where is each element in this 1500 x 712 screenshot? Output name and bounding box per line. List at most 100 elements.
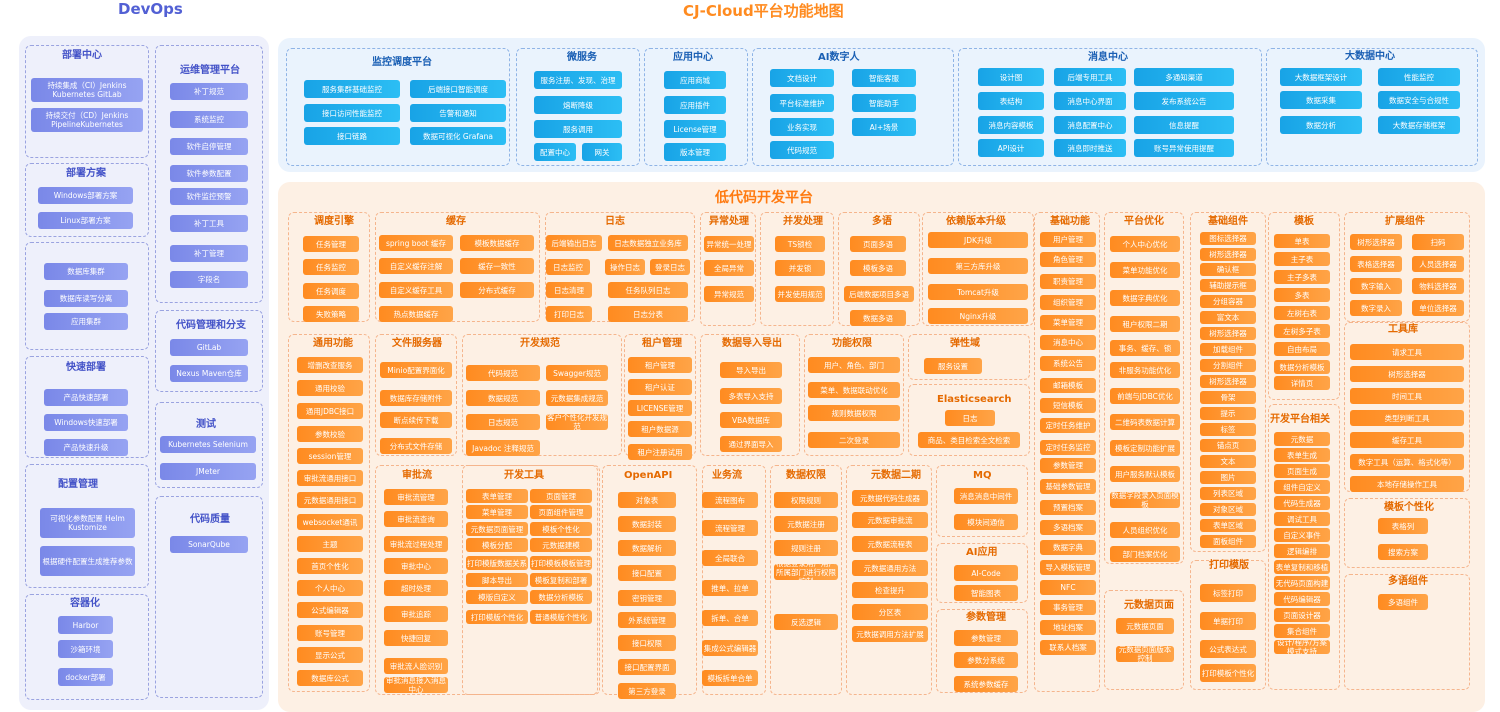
- lc-item[interactable]: 单表: [1274, 234, 1330, 248]
- lc-item[interactable]: 定时任务维护: [1040, 418, 1096, 433]
- lc-item[interactable]: 智能图表: [954, 585, 1018, 601]
- lc-item[interactable]: session管理: [297, 448, 363, 464]
- devops-item[interactable]: 补丁工具: [170, 215, 248, 232]
- lc-item[interactable]: 数字工具（运算、格式化等）: [1350, 454, 1464, 470]
- lc-item[interactable]: 推单、拉单: [702, 580, 758, 596]
- lc-item[interactable]: 设计/程序/方案模式支持: [1274, 640, 1330, 654]
- lc-item[interactable]: 全局异常: [704, 260, 754, 276]
- lc-item[interactable]: 消息中心: [1040, 335, 1096, 350]
- lc-item[interactable]: 增删改查服务: [297, 357, 363, 373]
- lc-item[interactable]: 多语档案: [1040, 520, 1096, 535]
- lc-item[interactable]: 热点数据缓存: [379, 306, 453, 322]
- lc-item[interactable]: 任务调度: [303, 283, 359, 299]
- lc-item[interactable]: 数据库存储附件: [380, 390, 452, 406]
- devops-item[interactable]: 产品快速升级: [44, 439, 128, 456]
- lc-item[interactable]: 缓存一致性: [460, 258, 534, 274]
- lc-item[interactable]: 后端数据项目多语: [844, 286, 914, 302]
- lc-item[interactable]: Swagger规范: [546, 365, 608, 381]
- lc-item[interactable]: 审批流过程处理: [384, 536, 448, 552]
- lc-item[interactable]: 系统参数缓存: [954, 676, 1018, 692]
- lc-item[interactable]: websocket通讯: [297, 514, 363, 530]
- lc-item[interactable]: 分布式缓存: [460, 282, 534, 298]
- devops-item[interactable]: 字段名: [170, 271, 248, 288]
- top-item[interactable]: 账号异常使用提醒: [1134, 139, 1234, 157]
- lc-item[interactable]: 分区表: [852, 604, 928, 620]
- lc-item[interactable]: 模板个性化: [530, 522, 592, 536]
- top-item[interactable]: 文档设计: [770, 69, 834, 87]
- devops-item[interactable]: 根据硬件配置生成推荐参数: [40, 546, 135, 576]
- lc-item[interactable]: 用户、角色、部门: [808, 357, 900, 373]
- lc-item[interactable]: 审批追踪: [384, 606, 448, 622]
- lc-item[interactable]: 数据多语: [850, 310, 906, 326]
- lc-item[interactable]: 日志: [945, 410, 995, 426]
- lc-item[interactable]: 请求工具: [1350, 344, 1464, 360]
- lc-item[interactable]: 表单管理: [466, 489, 528, 503]
- lc-item[interactable]: 元数据: [1274, 432, 1330, 446]
- lc-item[interactable]: 用户服务默认模板: [1110, 466, 1180, 482]
- lc-item[interactable]: 流程管理: [702, 520, 758, 536]
- lc-item[interactable]: 数据封装: [618, 516, 676, 532]
- lc-item[interactable]: 代码编辑器: [1274, 592, 1330, 606]
- lc-item[interactable]: 页面多语: [850, 236, 906, 252]
- top-item[interactable]: 多通知渠道: [1134, 68, 1234, 86]
- lc-item[interactable]: Tomcat升级: [928, 284, 1028, 300]
- lc-item[interactable]: 图片: [1200, 471, 1256, 484]
- lc-item[interactable]: 打印模板个性化: [1200, 664, 1256, 682]
- top-item[interactable]: 后端专用工具: [1054, 68, 1126, 86]
- lc-item[interactable]: 个人中心优化: [1110, 236, 1180, 252]
- top-item[interactable]: 消息中心界面: [1054, 92, 1126, 110]
- lc-item[interactable]: 组织管理: [1040, 295, 1096, 310]
- lc-item[interactable]: 租户权限二期: [1110, 316, 1180, 332]
- lc-item[interactable]: AI-Code: [954, 565, 1018, 581]
- devops-item[interactable]: 沙箱环境: [58, 640, 113, 658]
- top-item[interactable]: 智能客服: [852, 69, 916, 87]
- lc-item[interactable]: 通用校验: [297, 380, 363, 396]
- devops-item[interactable]: Windows快速部署: [44, 414, 128, 431]
- top-item[interactable]: 接口访问性能监控: [304, 104, 400, 122]
- top-item[interactable]: 表结构: [978, 92, 1044, 110]
- devops-item[interactable]: GitLab: [170, 339, 248, 356]
- lc-item[interactable]: 数据解析: [618, 540, 676, 556]
- top-item[interactable]: 信息提醒: [1134, 116, 1234, 134]
- lc-item[interactable]: 左树右表: [1274, 306, 1330, 320]
- lc-item[interactable]: 用户管理: [1040, 232, 1096, 247]
- lc-item[interactable]: 分组容器: [1200, 295, 1256, 308]
- lc-item[interactable]: 短信模板: [1040, 398, 1096, 413]
- lc-item[interactable]: 图标选择器: [1200, 232, 1256, 245]
- top-item[interactable]: 配置中心: [534, 143, 576, 161]
- top-item[interactable]: 应用商城: [664, 71, 726, 89]
- top-item[interactable]: 大数据存储框架: [1378, 116, 1460, 134]
- lc-item[interactable]: 首页个性化: [297, 558, 363, 574]
- lc-item[interactable]: 元数据代码生成器: [852, 490, 928, 506]
- lc-item[interactable]: LICENSE管理: [628, 400, 692, 416]
- lc-item[interactable]: 表单区域: [1200, 519, 1256, 532]
- lc-item[interactable]: 数据字典: [1040, 540, 1096, 555]
- top-item[interactable]: 数据采集: [1280, 91, 1362, 109]
- lc-item[interactable]: 模板定制功能扩展: [1110, 440, 1180, 456]
- lc-item[interactable]: 普通模版个性化: [530, 610, 592, 624]
- devops-item[interactable]: 持续集成（CI）Jenkins Kubernetes GitLab: [31, 78, 143, 102]
- lc-item[interactable]: 公式表达式: [1200, 640, 1256, 658]
- top-item[interactable]: 后端接口智能调度: [410, 80, 506, 98]
- lc-item[interactable]: 列表区域: [1200, 487, 1256, 500]
- lc-item[interactable]: 定时任务监控: [1040, 440, 1096, 455]
- lc-item[interactable]: 骨架: [1200, 391, 1256, 404]
- lc-item[interactable]: 快捷回复: [384, 630, 448, 646]
- lc-item[interactable]: 个人中心: [297, 580, 363, 596]
- lc-item[interactable]: 第三方登录: [618, 683, 676, 699]
- lc-item[interactable]: 拆单、合单: [702, 610, 758, 626]
- lc-item[interactable]: 模版自定义: [466, 590, 528, 604]
- lc-item[interactable]: 分布式文件存储: [380, 438, 452, 454]
- lc-item[interactable]: 基础参数管理: [1040, 479, 1096, 494]
- lc-item[interactable]: 审批流管理: [384, 489, 448, 505]
- lc-item[interactable]: 树形选择器: [1200, 327, 1256, 340]
- lc-item[interactable]: 时间工具: [1350, 388, 1464, 404]
- lc-item[interactable]: 树形选择器: [1200, 248, 1256, 261]
- lc-item[interactable]: 元数据流程表: [852, 536, 928, 552]
- lc-item[interactable]: 部门档案优化: [1110, 546, 1180, 562]
- lc-item[interactable]: 审批流查询: [384, 511, 448, 527]
- lc-item[interactable]: 接口配置: [618, 565, 676, 581]
- lc-item[interactable]: 租户数据源: [628, 421, 692, 437]
- lc-item[interactable]: 日志规范: [466, 414, 540, 430]
- lc-item[interactable]: 菜单、数据联动优化: [808, 382, 900, 398]
